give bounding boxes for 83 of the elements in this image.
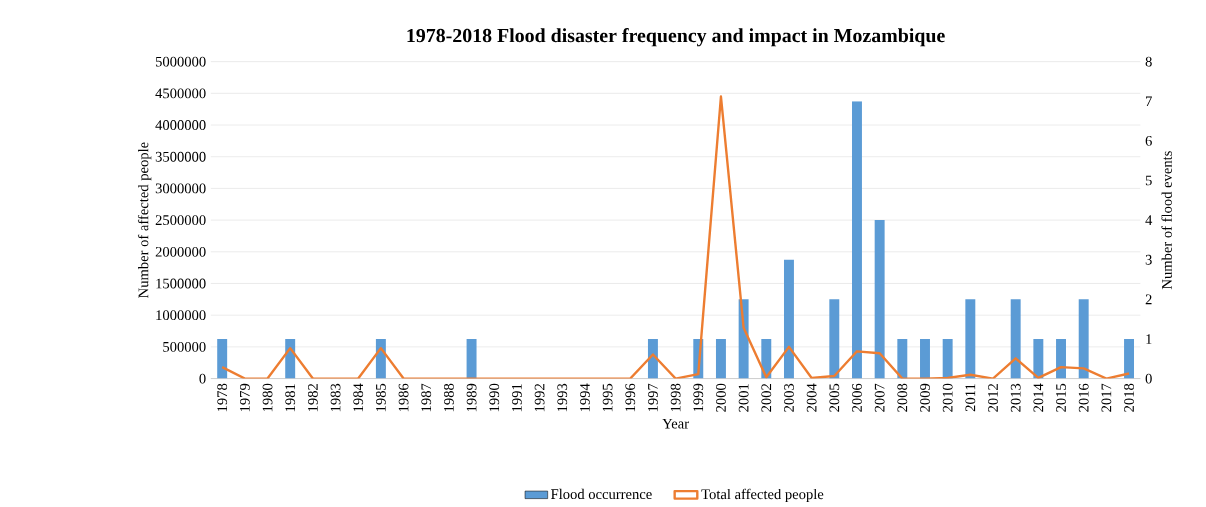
y2-tick-label: 2 xyxy=(1145,294,1152,305)
x-tick-label: 2010 xyxy=(942,383,953,412)
x-tick-label: 1984 xyxy=(353,383,364,412)
x-tick-label: 1987 xyxy=(421,383,432,412)
x-tick-label: 1978 xyxy=(217,383,228,412)
x-tick-label: 1982 xyxy=(307,383,318,412)
legend-label: Flood occurrence xyxy=(551,488,652,499)
x-tick-label: 2012 xyxy=(988,383,998,412)
bar xyxy=(920,338,930,379)
x-tick-label: 2000 xyxy=(716,383,726,412)
x-tick-label: 2013 xyxy=(1010,383,1021,412)
bar xyxy=(1078,299,1089,379)
bar xyxy=(715,338,726,379)
x-tick-label: 1989 xyxy=(466,383,477,412)
x-tick-label: 2017 xyxy=(1101,383,1112,412)
y-tick-label: 2500000 xyxy=(155,215,206,225)
bar xyxy=(217,338,228,379)
legend-label: Total affected people xyxy=(701,488,824,502)
y-axis-title: Number of affected people xyxy=(137,142,152,298)
x-tick-label: 1997 xyxy=(648,383,658,412)
x-tick-label: 1996 xyxy=(625,383,636,412)
y-tick-label: 500000 xyxy=(163,341,206,352)
x-tick-label: 2011 xyxy=(965,384,976,412)
x-tick-label: 2016 xyxy=(1078,383,1089,412)
x-tick-label: 1992 xyxy=(534,383,545,412)
bar xyxy=(1056,338,1066,379)
x-tick-label: 2006 xyxy=(852,383,862,412)
bar xyxy=(1124,338,1135,379)
bar xyxy=(1010,299,1021,379)
x-tick-label: 1981 xyxy=(285,384,296,412)
x-tick-label: 1993 xyxy=(557,383,568,412)
x-tick-label: 2014 xyxy=(1033,383,1044,412)
bar xyxy=(965,299,976,379)
y-tick-label: 0 xyxy=(199,373,206,384)
y2-tick-label: 1 xyxy=(1146,334,1152,344)
x-tick-label: 2009 xyxy=(920,383,930,412)
x-tick-label: 2018 xyxy=(1124,383,1134,412)
x-tick-label: 1986 xyxy=(398,383,409,412)
x-tick-label: 2005 xyxy=(829,383,840,412)
y-tick-label: 3000000 xyxy=(155,183,206,194)
x-tick-label: 2007 xyxy=(874,383,885,412)
x-tick-label: 2002 xyxy=(761,383,772,412)
x-tick-label: 2004 xyxy=(806,383,817,412)
x-tick-label: 1998 xyxy=(670,383,681,412)
x-tick-label: 1990 xyxy=(489,383,500,412)
x-tick-label: 1994 xyxy=(580,383,590,412)
bar xyxy=(829,299,840,379)
bar xyxy=(852,101,862,379)
x-tick-label: 1979 xyxy=(239,383,250,412)
x-tick-label: 2001 xyxy=(738,384,749,412)
y-tick-label: 4000000 xyxy=(155,120,206,130)
y-tick-label: 5000000 xyxy=(155,56,206,67)
y2-tick-label: 0 xyxy=(1145,373,1152,384)
y-tick-label: 1000000 xyxy=(156,310,206,321)
y-tick-label: 1500000 xyxy=(156,278,206,289)
x-tick-label: 1999 xyxy=(693,383,704,412)
y2-tick-label: 3 xyxy=(1145,254,1152,265)
x-tick-label: 2015 xyxy=(1056,383,1066,412)
x-tick-label: 1991 xyxy=(512,384,522,412)
chart-title: 1978-2018 Flood disaster frequency and impact in Mozambique xyxy=(407,27,945,47)
y2-tick-label: 6 xyxy=(1145,135,1152,146)
bar xyxy=(942,338,953,379)
bar xyxy=(466,338,477,379)
x-tick-label: 1995 xyxy=(602,383,613,412)
y-tick-label: 2000000 xyxy=(155,246,206,257)
bar xyxy=(897,338,908,379)
y-tick-label: 4500000 xyxy=(155,88,206,99)
x-tick-label: 1988 xyxy=(443,383,454,412)
y-tick-label: 3500000 xyxy=(155,151,206,162)
x-tick-label: 2008 xyxy=(897,383,908,412)
y2-tick-label: 7 xyxy=(1146,96,1152,106)
bar xyxy=(874,220,885,379)
x-axis-title: Year xyxy=(662,418,689,429)
x-tick-label: 1983 xyxy=(330,383,341,412)
y2-tick-label: 4 xyxy=(1145,215,1153,225)
y2-axis-title: Number of flood events xyxy=(1161,151,1172,290)
bar xyxy=(783,259,794,379)
y2-tick-label: 5 xyxy=(1145,175,1152,186)
x-tick-label: 2003 xyxy=(784,383,794,412)
x-tick-label: 1985 xyxy=(375,383,386,412)
bar xyxy=(1033,338,1044,379)
x-tick-label: 1980 xyxy=(262,383,273,412)
y2-tick-label: 8 xyxy=(1145,56,1152,67)
